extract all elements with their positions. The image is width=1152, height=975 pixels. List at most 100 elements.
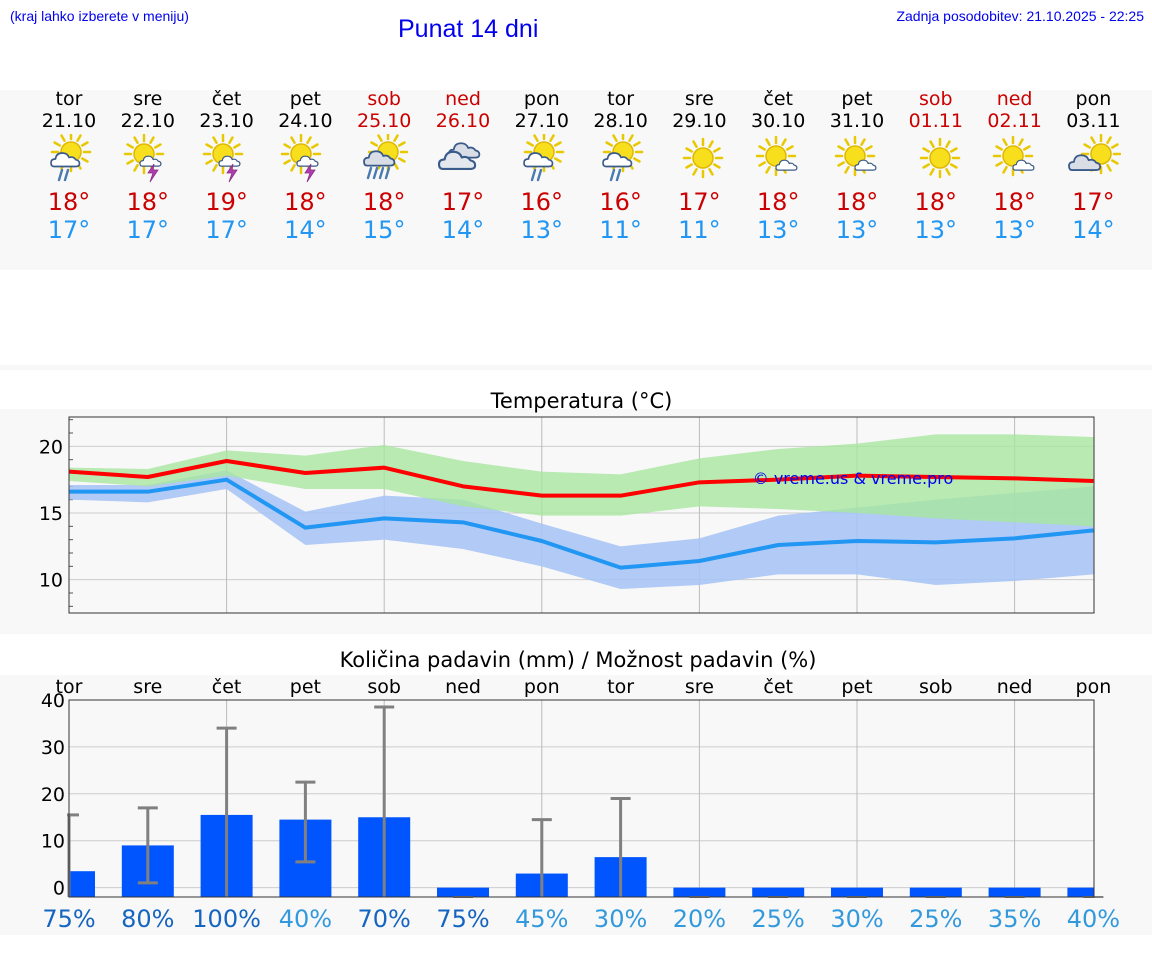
tmax-range-band — [69, 434, 1094, 527]
error-bar — [531, 818, 552, 897]
temp-max: 17° — [441, 188, 485, 216]
precip-probability: 45% — [515, 905, 568, 933]
y-tick-label: 0 — [53, 878, 65, 900]
day-name: sob — [919, 88, 953, 110]
sun-cloud-thunder-icon — [123, 134, 165, 183]
day-date: 26.10 — [435, 110, 491, 132]
x-tick-label: ned — [997, 676, 1033, 698]
temp-max: 18° — [914, 188, 958, 216]
day-name: sob — [367, 88, 401, 110]
precip-bar — [1067, 887, 1094, 897]
precip-bar — [831, 887, 883, 897]
temp-min: 17° — [126, 216, 170, 244]
x-tick-label: sre — [133, 676, 162, 698]
sun-cloud-thunder-icon — [202, 134, 243, 183]
temp-max: 16° — [599, 188, 642, 216]
day-column: pet 24.10 18° 14° — [266, 88, 344, 244]
temp-min: 17° — [47, 216, 91, 244]
temp-min: 13° — [835, 216, 879, 244]
day-column: sob 01.11 18° 13° — [897, 88, 975, 244]
day-date: 27.10 — [514, 110, 569, 132]
x-tick-label: pet — [841, 676, 872, 698]
day-name: sre — [684, 88, 714, 110]
day-date: 28.10 — [593, 110, 648, 132]
precip-bar — [69, 871, 95, 897]
day-column: čet 30.10 18° 13° — [739, 88, 817, 244]
precip-bar — [673, 887, 726, 897]
precip-probability: 25% — [909, 905, 962, 933]
precipitation-chart: Količina padavin (mm) / Možnost padavin … — [41, 648, 1120, 933]
day-date: 02.11 — [987, 110, 1042, 132]
day-column: čet 23.10 19° 17° — [188, 88, 266, 244]
cloudy-icon — [437, 142, 481, 170]
temp-min: 13° — [756, 216, 800, 244]
day-date: 23.10 — [199, 110, 254, 132]
temp-min: 13° — [993, 216, 1036, 244]
temp-min: 17° — [205, 216, 248, 244]
y-tick-label: 15 — [39, 503, 63, 525]
separator — [0, 365, 1152, 370]
sun-small-cloud-icon — [834, 135, 877, 177]
page-title: Punat 14 dni — [398, 15, 539, 43]
y-tick-label: 40 — [41, 690, 65, 712]
precip-probability: 30% — [830, 905, 883, 933]
precip-probability: 75% — [42, 905, 95, 933]
precip-probability: 40% — [1067, 905, 1120, 933]
temp-max: 16° — [520, 188, 564, 216]
precip-probability: 80% — [121, 905, 174, 933]
x-tick-label: sob — [367, 676, 401, 698]
day-column: sob 25.10 18° 15° — [345, 88, 423, 244]
temp-max: 18° — [47, 188, 91, 216]
plot-frame — [68, 416, 1095, 614]
precip-probability: 25% — [752, 905, 805, 933]
sun-cloud-rain-icon — [601, 134, 643, 182]
day-column: pet 31.10 18° 13° — [818, 88, 896, 244]
day-date: 24.10 — [278, 110, 333, 132]
temp-min: 15° — [362, 216, 406, 244]
error-bar — [137, 806, 158, 885]
day-date: 29.10 — [672, 110, 727, 132]
day-name: tor — [607, 88, 635, 110]
x-tick-label: čet — [763, 676, 793, 698]
day-name: tor — [55, 88, 83, 110]
temp-min: 13° — [520, 216, 564, 244]
temp-max: 17° — [1072, 188, 1115, 216]
precip-bar — [437, 887, 489, 897]
precip-probability: 40% — [279, 905, 332, 933]
temp-max: 19° — [205, 188, 248, 216]
plot-frame — [68, 699, 1095, 898]
chart-title: Temperatura (°C) — [490, 389, 673, 413]
precip-probability: 30% — [594, 905, 647, 933]
y-tick-label: 10 — [41, 831, 65, 853]
x-tick-label: ned — [445, 676, 481, 698]
watermark: © vreme.us & vreme.pro — [753, 469, 954, 488]
temp-max: 18° — [835, 188, 879, 216]
day-column: ned 02.11 18° 13° — [976, 88, 1054, 244]
temp-max: 18° — [756, 188, 800, 216]
day-date: 01.11 — [908, 110, 963, 132]
temp-min: 14° — [284, 216, 327, 244]
x-tick-label: tor — [56, 676, 83, 698]
y-tick-label: 20 — [39, 436, 63, 458]
day-column: pon 03.11 17° 14° — [1054, 88, 1132, 244]
day-name: čet — [763, 88, 793, 110]
day-name: pet — [289, 88, 321, 110]
x-tick-label: pon — [524, 676, 560, 698]
tmax-line — [68, 459, 1094, 498]
temp-min: 14° — [1072, 216, 1115, 244]
temp-min: 11° — [599, 216, 642, 244]
day-date: 30.10 — [750, 110, 806, 132]
day-column: tor 28.10 16° 11° — [582, 88, 660, 244]
precip-probability: 35% — [988, 905, 1041, 933]
precip-bar — [988, 887, 1041, 897]
x-tick-label: čet — [212, 676, 242, 698]
day-name: pet — [841, 88, 873, 110]
day-name: pon — [523, 88, 560, 110]
sun-cloud-thunder-icon — [281, 134, 322, 183]
precip-bar — [909, 887, 962, 897]
y-tick-label: 20 — [41, 784, 65, 806]
precip-probability: 75% — [436, 905, 489, 933]
sun-icon — [919, 137, 961, 179]
x-tick-label: sob — [919, 676, 953, 698]
precip-bar — [752, 887, 805, 897]
